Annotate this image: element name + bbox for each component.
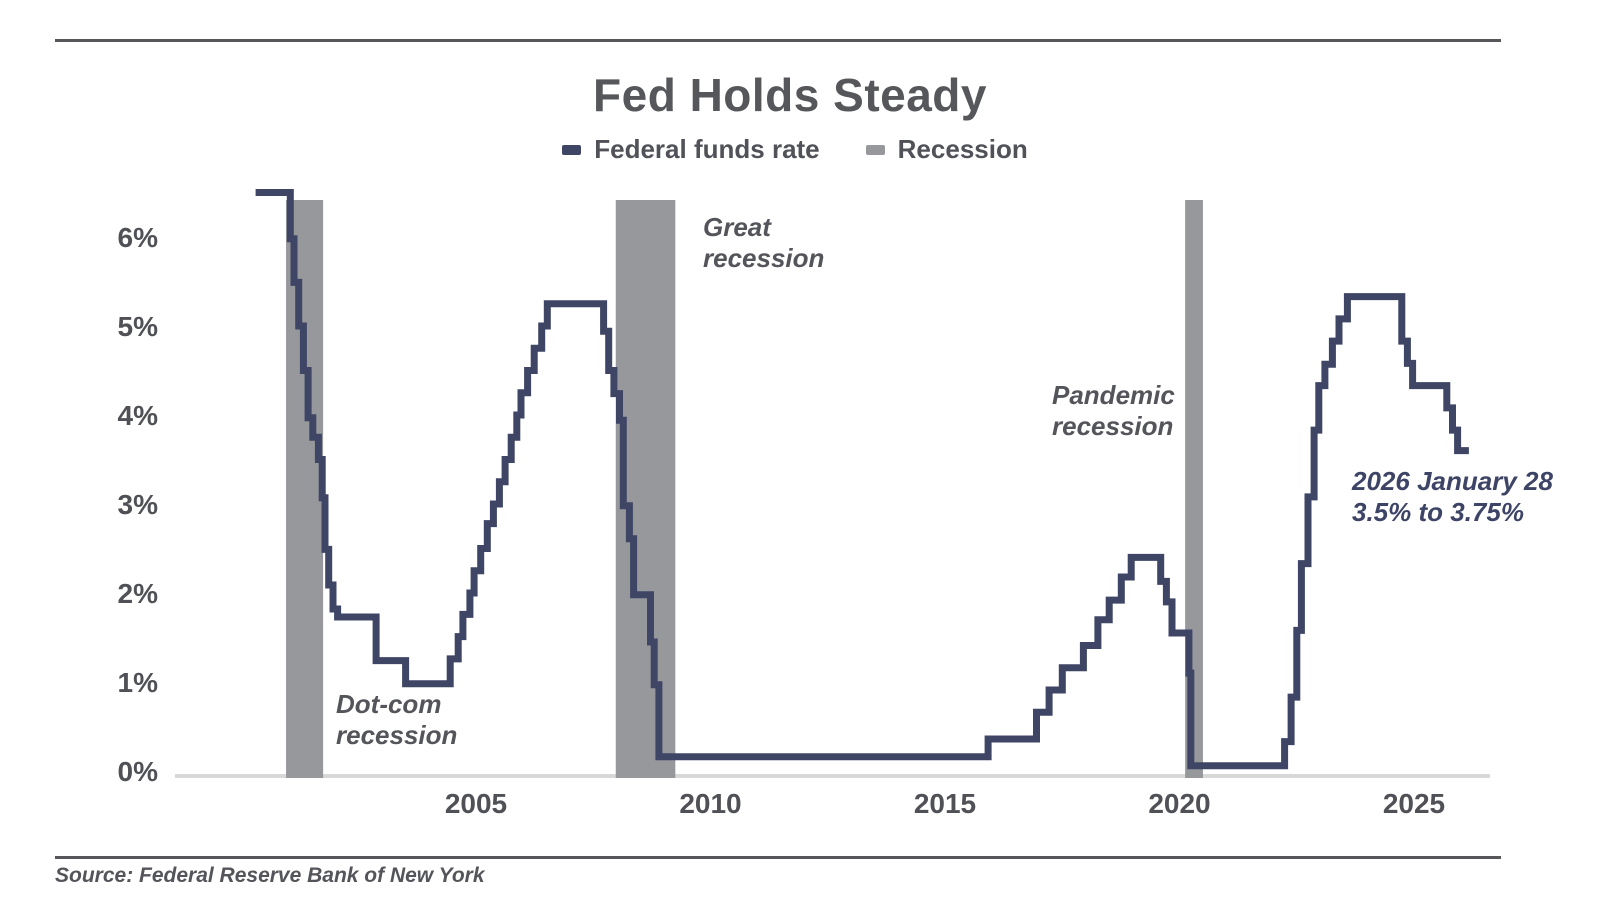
- y-axis-tick-label: 6%: [117, 222, 158, 253]
- line-series-swatch-icon: [562, 144, 582, 155]
- annotation-line: recession: [1052, 411, 1174, 441]
- annotation-line: Dot-com: [336, 689, 442, 719]
- bottom-divider: [55, 856, 1501, 859]
- source-credit: Source: Federal Reserve Bank of New York: [55, 864, 485, 887]
- y-axis-tick-label: 0%: [117, 756, 158, 787]
- legend-item-fed-funds-rate: Federal funds rate: [562, 134, 820, 165]
- y-axis-tick-label: 3%: [117, 489, 158, 520]
- recession-band: [286, 200, 324, 778]
- annotation-line: recession: [336, 720, 458, 750]
- annotation-dotcom-recession: Dot-com recession: [336, 689, 457, 751]
- x-axis-tick-label: 2020: [1148, 788, 1211, 819]
- x-axis-tick-label: 2015: [913, 788, 977, 819]
- chart-title: Fed Holds Steady: [593, 69, 987, 121]
- legend-label: Recession: [897, 134, 1028, 164]
- x-axis-tick-label: 2005: [444, 788, 508, 819]
- annotation-line: 3.5% to 3.75%: [1352, 497, 1524, 527]
- annotation-line: recession: [703, 243, 825, 273]
- legend: Federal funds rate Recession: [0, 134, 1590, 165]
- annotation-2026-decision: 2026 January 28 3.5% to 3.75%: [1352, 466, 1553, 528]
- y-axis-tick-label: 2%: [117, 578, 158, 609]
- y-axis-tick-label: 5%: [117, 311, 158, 342]
- annotation-great-recession: Great recession: [703, 212, 824, 274]
- annotation-line: Great: [703, 212, 771, 242]
- legend-item-recession: Recession: [865, 134, 1028, 165]
- annotation-pandemic-recession: Pandemic recession: [1052, 380, 1175, 442]
- x-axis-tick-label: 2010: [679, 788, 742, 819]
- annotation-line: 2026 January 28: [1352, 466, 1553, 496]
- recession-swatch-icon: [865, 144, 885, 155]
- y-axis-tick-label: 1%: [117, 667, 158, 698]
- fed-funds-rate-line: [255, 189, 1469, 770]
- annotation-line: Pandemic: [1052, 380, 1175, 410]
- y-axis-tick-label: 4%: [117, 400, 158, 431]
- top-divider: [55, 39, 1501, 42]
- x-axis-tick-label: 2025: [1382, 788, 1446, 819]
- legend-label: Federal funds rate: [594, 134, 820, 164]
